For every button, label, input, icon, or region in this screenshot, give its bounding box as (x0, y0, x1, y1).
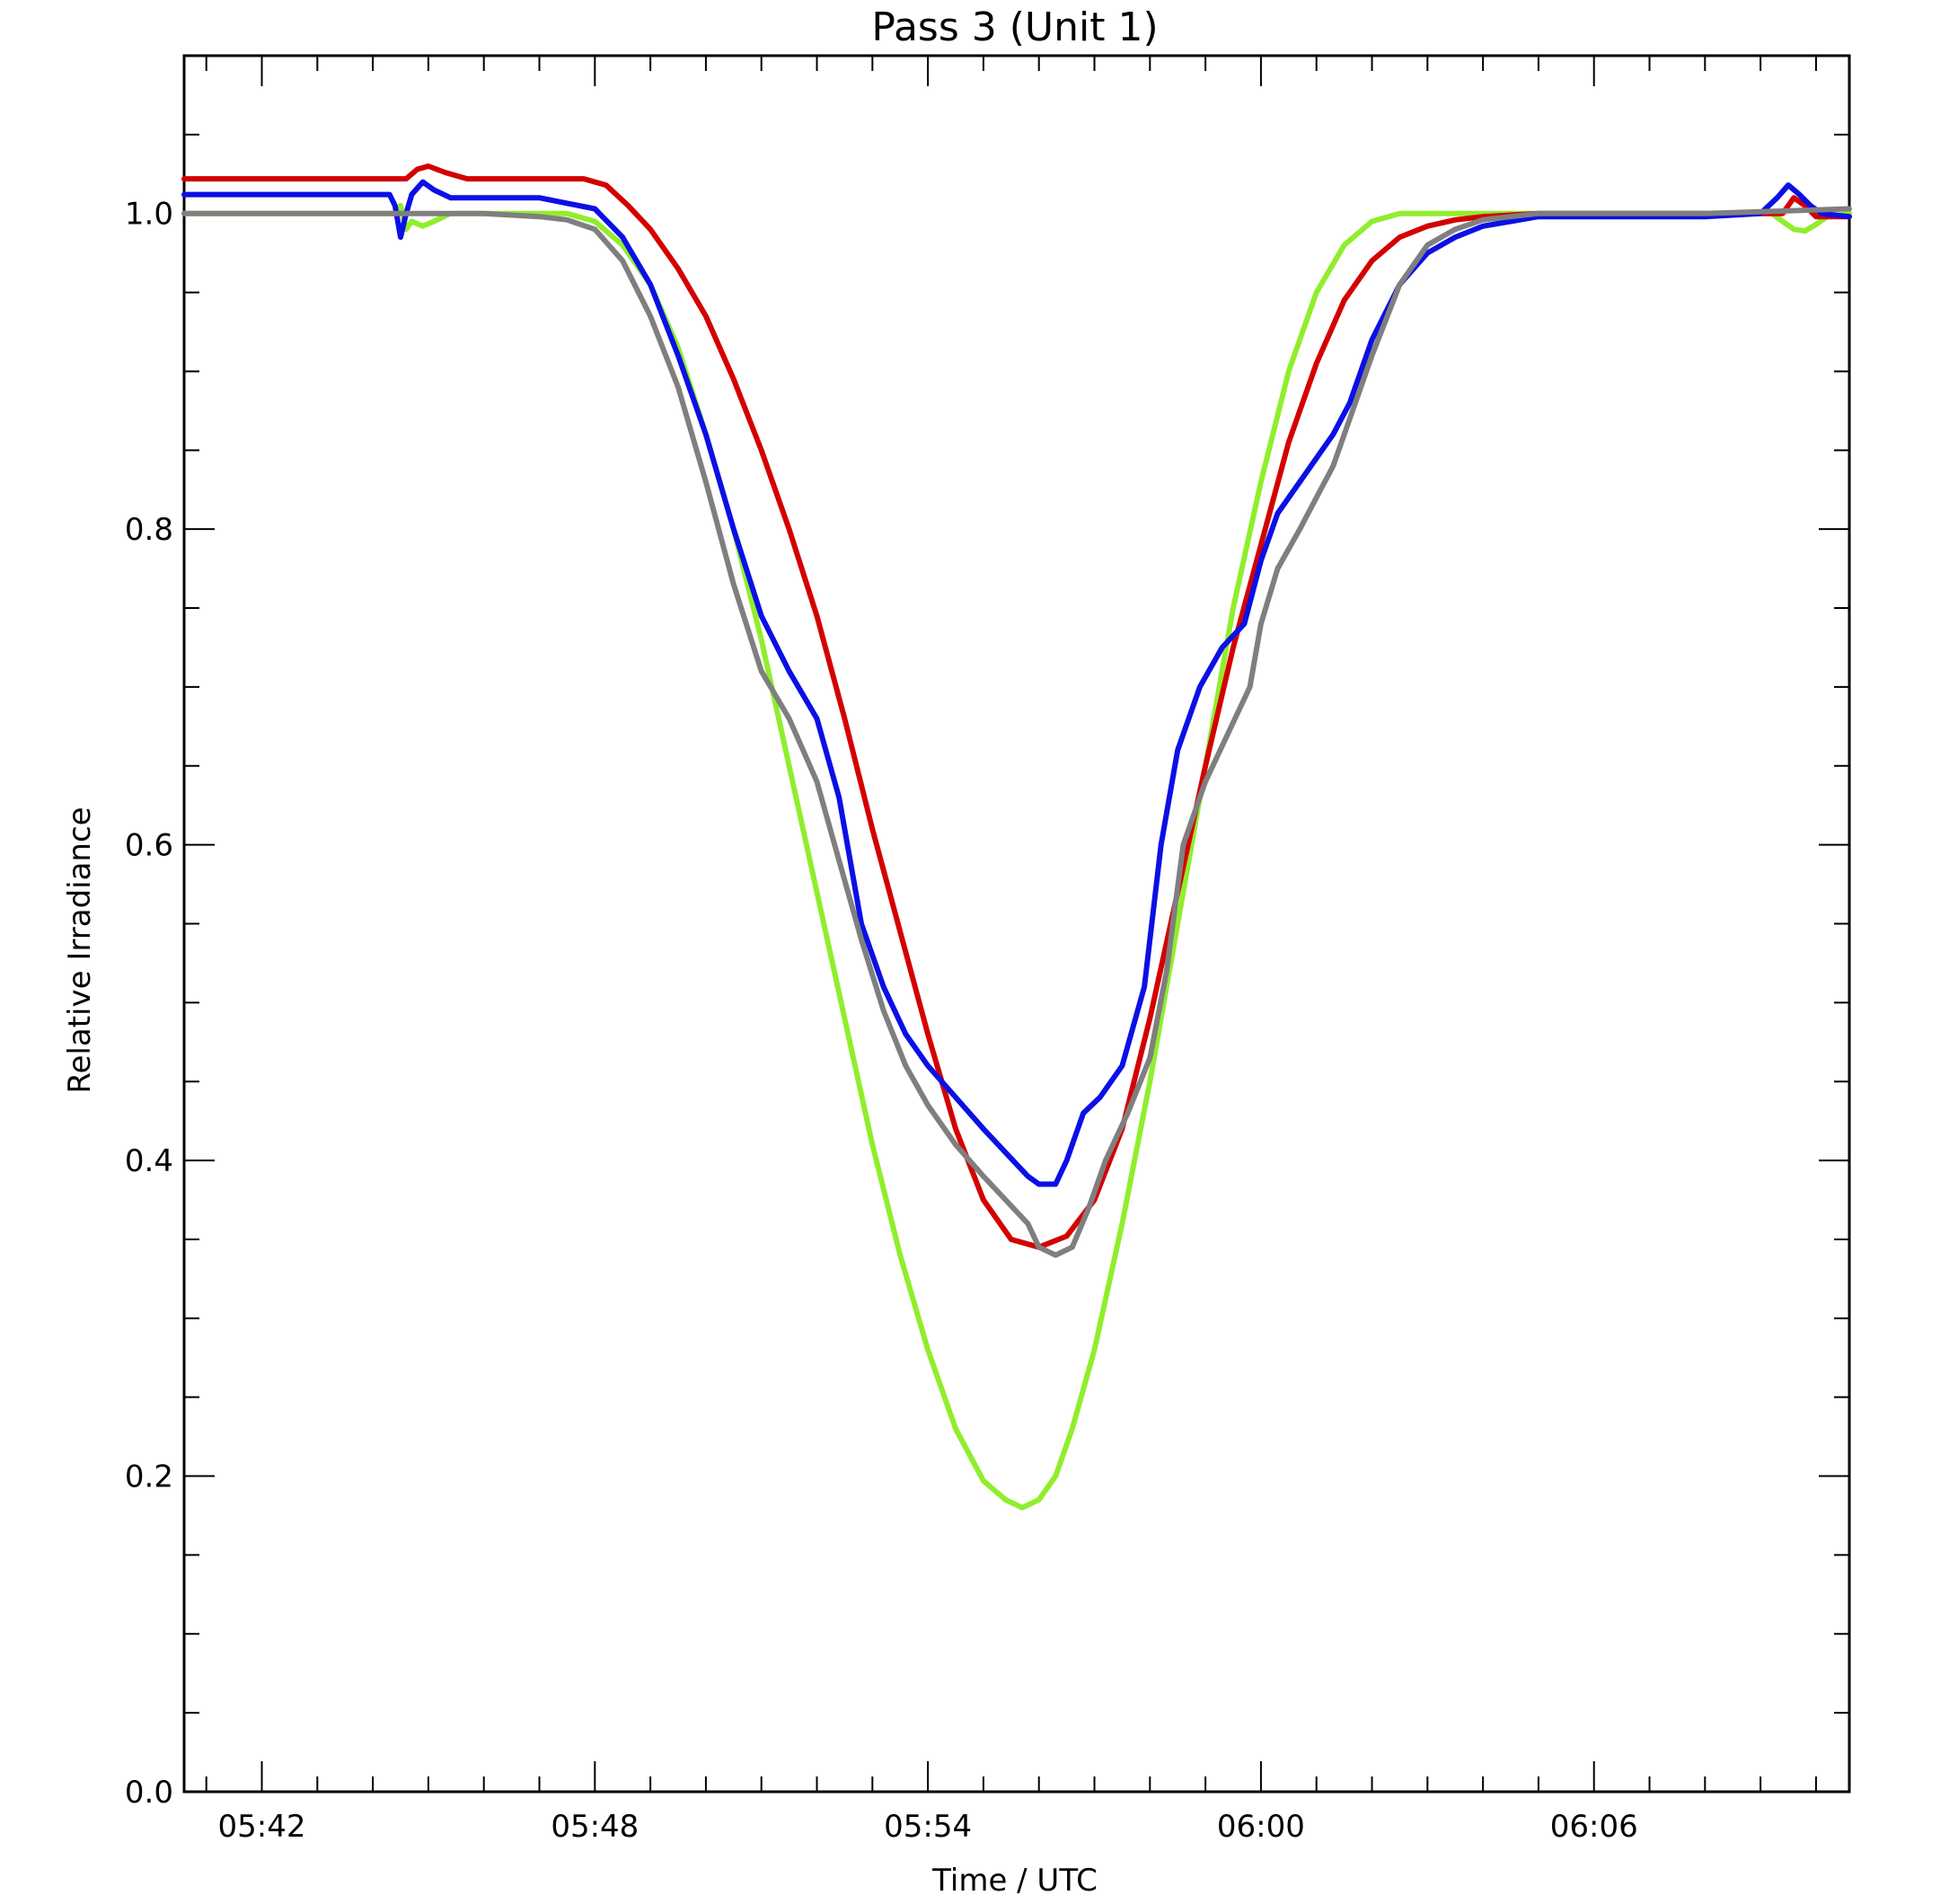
axis-ticks: 05:42 05:48 05:54 06:00 06:06 0.0 0.2 0.4 0.6 0.8… (125, 55, 1849, 1845)
x-tick-label: 06:00 (1217, 1809, 1305, 1845)
y-tick-label: 0.8 (125, 512, 173, 548)
y-axis-label: Relative Irradiance (62, 807, 98, 1093)
y-tick-label: 0.0 (125, 1775, 173, 1811)
plot-frame (182, 54, 1851, 1794)
x-tick-label: 05:42 (218, 1809, 306, 1845)
y-tick-label: 0.4 (125, 1143, 173, 1179)
x-tick-label: 05:54 (884, 1809, 972, 1845)
series-line-1 (181, 202, 1852, 1511)
series-line-4 (181, 206, 1852, 1258)
plot-axes (182, 54, 1851, 1794)
data-series (181, 163, 1852, 1511)
series-line-2 (181, 163, 1852, 1250)
y-tick-label: 0.2 (125, 1459, 173, 1495)
x-tick-label: 05:48 (551, 1809, 639, 1845)
chart-title: Pass 3 (Unit 1) (871, 4, 1158, 50)
series-line-3 (181, 179, 1852, 1187)
y-tick-label: 0.6 (125, 828, 173, 864)
x-axis-label: Time / UTC (931, 1863, 1098, 1899)
x-tick-label: 06:06 (1550, 1809, 1638, 1845)
y-tick-label: 1.0 (125, 197, 173, 233)
